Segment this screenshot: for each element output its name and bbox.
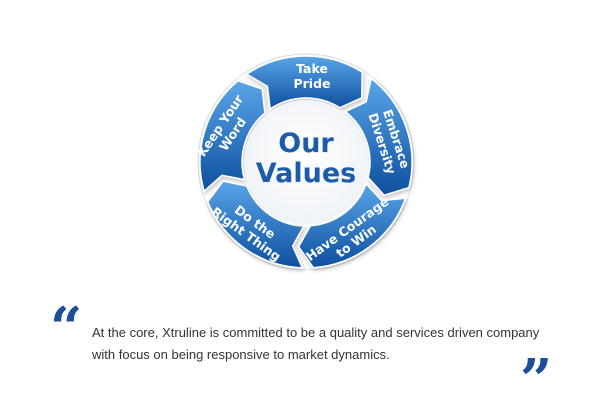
values-cycle-svg: Our Values TakePrideEmbraceDiversityHave…: [197, 53, 415, 271]
cycle-segment-arrow: [199, 79, 266, 193]
values-cycle-diagram: Our Values Take Pride Embrace Diversity Have…: [197, 53, 415, 271]
cycle-segment-arrow: [206, 180, 306, 269]
segment-label-line2: Pride: [293, 76, 330, 91]
cycle-segment-arrow: [297, 182, 407, 269]
close-quote-icon: ”: [520, 347, 553, 413]
cycle-segment-arrow: [343, 77, 413, 197]
center-title-line1: Our: [278, 128, 334, 159]
center-title-line2: Values: [256, 158, 357, 189]
open-quote-icon: “: [50, 295, 83, 361]
segments-group: [199, 55, 413, 269]
cycle-segment-arrow: [245, 55, 363, 111]
segment-label-line1: Take: [296, 61, 328, 76]
quote-block: “ At the core, Xtruline is committed to …: [50, 295, 570, 408]
quote-text: At the core, Xtruline is committed to be…: [92, 325, 540, 362]
center-circle: [244, 100, 368, 224]
